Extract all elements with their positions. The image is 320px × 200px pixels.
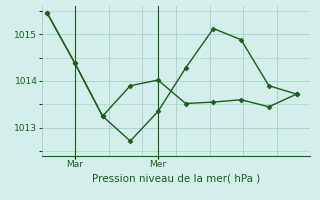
X-axis label: Pression niveau de la mer( hPa ): Pression niveau de la mer( hPa ) [92,173,260,183]
